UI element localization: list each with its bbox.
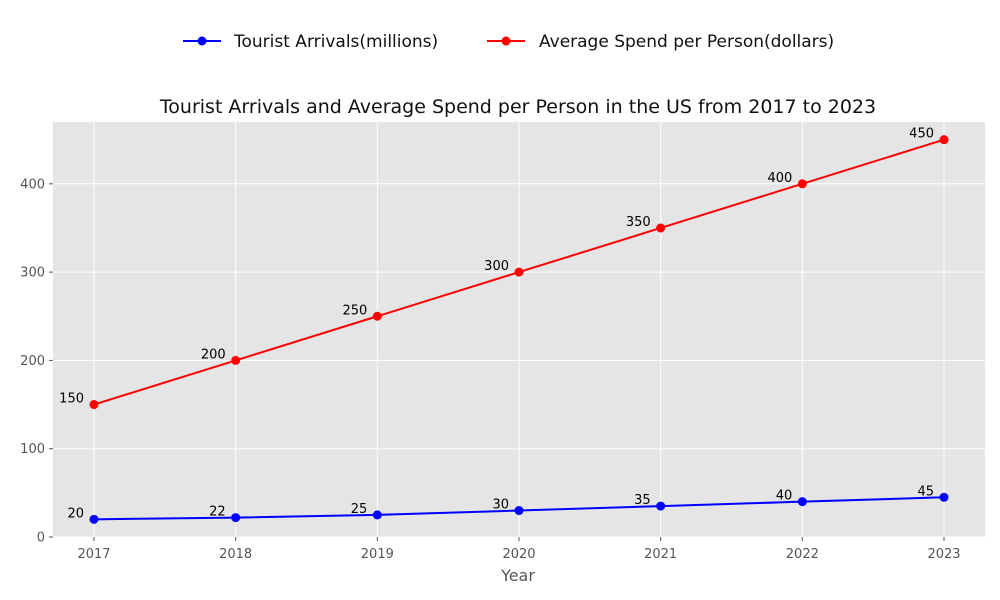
x-axis: 2017 2018 2019 2020 2021 2022 2023 (77, 537, 961, 562)
data-point (89, 400, 99, 410)
data-label: 20 (67, 506, 84, 521)
data-point (939, 135, 949, 145)
data-label: 30 (492, 498, 509, 513)
data-point (656, 501, 666, 511)
data-label: 250 (343, 303, 368, 318)
y-tick-label: 200 (20, 354, 45, 369)
data-point (372, 311, 382, 321)
data-point (514, 506, 524, 516)
legend-item-1: Average Spend per Person(dollars) (487, 32, 834, 52)
data-label: 400 (768, 171, 793, 186)
data-point (89, 514, 99, 524)
data-point (231, 355, 241, 365)
x-tick-label: 2023 (927, 547, 960, 562)
data-label: 450 (909, 127, 934, 142)
x-tick-label: 2022 (786, 547, 819, 562)
data-label: 45 (917, 484, 934, 499)
data-label: 25 (351, 502, 368, 517)
data-point (797, 497, 807, 507)
x-tick-label: 2017 (77, 547, 110, 562)
x-axis-title: Year (500, 566, 535, 585)
data-label: 300 (484, 259, 509, 274)
data-point (231, 513, 241, 523)
y-axis: 0 100 200 300 400 (20, 177, 53, 546)
data-point (514, 267, 524, 277)
data-point (939, 492, 949, 502)
data-point (656, 223, 666, 233)
legend-swatch-marker (197, 36, 207, 46)
x-tick-label: 2018 (219, 547, 252, 562)
legend-item-0: Tourist Arrivals(millions) (183, 32, 438, 52)
data-label: 200 (201, 347, 226, 362)
data-label: 350 (626, 215, 651, 230)
legend-swatch-marker (501, 36, 511, 46)
legend-label: Tourist Arrivals(millions) (233, 32, 438, 52)
x-tick-label: 2019 (361, 547, 394, 562)
y-tick-label: 400 (20, 177, 45, 192)
y-tick-label: 300 (20, 266, 45, 281)
y-tick-label: 0 (37, 531, 45, 546)
data-point (797, 179, 807, 189)
series-layer: 20 22 25 30 35 40 45 150 200 250 300 350 400 450 (59, 127, 949, 524)
y-tick-label: 100 (20, 442, 45, 457)
legend-label: Average Spend per Person(dollars) (539, 32, 834, 52)
chart-title: Tourist Arrivals and Average Spend per P… (159, 96, 876, 118)
series-0: 20 22 25 30 35 40 45 (67, 484, 949, 524)
data-point (372, 510, 382, 520)
data-label: 40 (776, 489, 793, 504)
data-label: 35 (634, 493, 651, 508)
series-1: 150 200 250 300 350 400 450 (59, 127, 949, 410)
x-tick-label: 2021 (644, 547, 677, 562)
legend: Tourist Arrivals(millions) Average Spend … (183, 32, 834, 52)
data-label: 150 (59, 392, 84, 407)
x-tick-label: 2020 (502, 547, 535, 562)
data-label: 22 (209, 505, 226, 520)
